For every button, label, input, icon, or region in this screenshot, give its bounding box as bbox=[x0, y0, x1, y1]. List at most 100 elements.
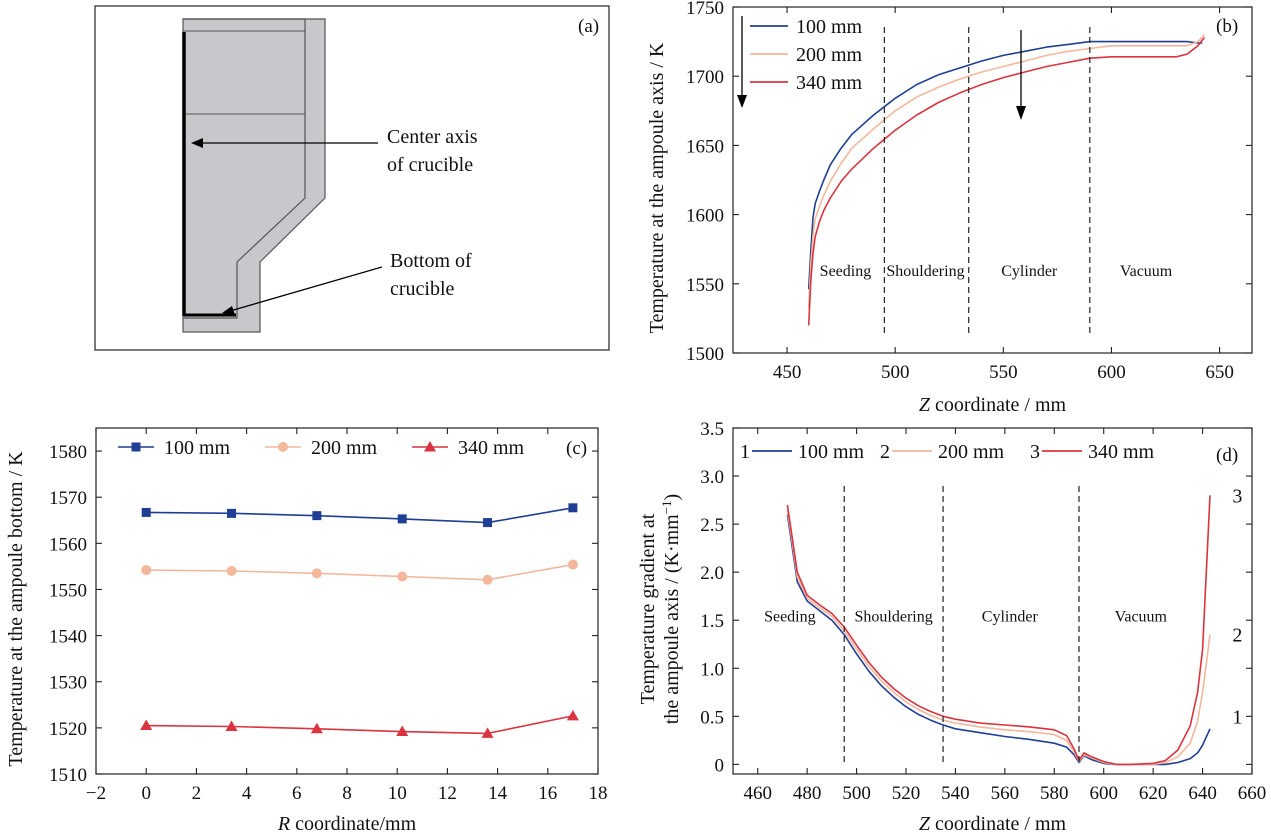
d-y-tick-label-6: 3.0 bbox=[700, 467, 724, 488]
b-x-tick-label-0: 450 bbox=[773, 362, 802, 383]
panel-b-tag: (b) bbox=[1216, 16, 1238, 37]
chart-c-x-axis-rest: coordinate/mm bbox=[290, 813, 417, 833]
b-series-line-2 bbox=[807, 36, 1206, 326]
b-legend-label-1: 200 mm bbox=[796, 44, 863, 66]
label-center-axis-line1: Center axis bbox=[387, 126, 478, 148]
b-y-tick-label-1: 1550 bbox=[686, 275, 724, 296]
chart-d-legend: 1 100 mm 2 200 mm 3 340 mm bbox=[740, 441, 1155, 463]
chart-d-y-axis-label-line1: Temperature gradient at bbox=[637, 513, 659, 704]
b-y-tick-label-3: 1650 bbox=[686, 136, 724, 157]
d-curve-number-2: 3 bbox=[1232, 485, 1242, 507]
d-series-line-0 bbox=[786, 514, 1211, 766]
c-x-tick-label-1: 0 bbox=[141, 783, 151, 804]
c-point-0-3 bbox=[397, 514, 407, 524]
c-y-tick-label-4: 1550 bbox=[49, 580, 87, 601]
c-x-tick-label-8: 14 bbox=[488, 783, 508, 804]
c-x-tick-label-5: 8 bbox=[342, 783, 352, 804]
chart-c-x-axis-var: R bbox=[277, 813, 290, 833]
c-x-tick-label-7: 12 bbox=[438, 783, 457, 804]
chart-c: −2 0 2 4 6 8 10 12 14 16 18 1510 1520 1530 1540 1550 156… bbox=[5, 427, 608, 833]
c-plot-frame bbox=[95, 427, 599, 775]
d-x-tick-label-6: 580 bbox=[1040, 783, 1069, 804]
b-legend-label-2: 340 mm bbox=[796, 72, 863, 94]
chart-b-axes: 450 500 550 600 650 1500 1550 1600 1650 1700 1750 bbox=[686, 0, 1253, 383]
chart-b-y-axis-label: Temperature at the ampoule axis / K bbox=[646, 42, 668, 333]
chart-c-series bbox=[140, 503, 579, 738]
chart-d: 460 480 500 520 540 560 580 600 620 640 660 0 0.5 1.0… bbox=[637, 419, 1266, 833]
c-x-tick-label-0: −2 bbox=[86, 783, 106, 804]
d-x-tick-label-3: 520 bbox=[892, 783, 921, 804]
chart-d-y-axis-label-end: ) bbox=[661, 494, 683, 501]
c-series-line-2 bbox=[146, 715, 574, 735]
b-y-tick-label-5: 1750 bbox=[686, 0, 724, 19]
c-legend-marker-1 bbox=[278, 442, 288, 452]
chart-d-y-axis-label: Temperature gradient at the ampoule axis… bbox=[637, 494, 683, 724]
b-plot-frame bbox=[732, 6, 1253, 354]
c-point-2-0 bbox=[140, 719, 153, 731]
crucible-inner-wall bbox=[183, 18, 306, 319]
chart-d-y-axis-label-line2: the ampoule axis / (K·mm−1) bbox=[659, 494, 684, 724]
d-x-tick-label-7: 600 bbox=[1089, 783, 1118, 804]
b-y-tick-label-2: 1600 bbox=[686, 206, 724, 227]
d-y-tick-label-1: 0.5 bbox=[700, 707, 724, 728]
chart-b: 450 500 550 600 650150015501600165017001750 … bbox=[646, 0, 1253, 416]
c-point-0-4 bbox=[483, 518, 493, 528]
b-y-tick-label-4: 1700 bbox=[686, 67, 724, 88]
b-phase-label-3: Vacuum bbox=[1120, 263, 1173, 280]
b-x-tick-label-4: 650 bbox=[1205, 362, 1234, 383]
c-point-2-5 bbox=[566, 709, 579, 721]
chart-c-axes: −2 0 2 4 6 8 10 12 14 16 18 1510 1520 1530 1540 1550 156… bbox=[49, 427, 608, 804]
d-legend-number-2: 3 bbox=[1030, 441, 1040, 463]
c-point-2-1 bbox=[225, 720, 238, 731]
c-y-tick-label-0: 1510 bbox=[49, 765, 87, 786]
panel-a: Center axis of crucible Bottom of crucib… bbox=[94, 5, 610, 351]
chart-b-x-axis-rest: coordinate / mm bbox=[930, 394, 1067, 416]
b-x-tick-label-2: 550 bbox=[989, 362, 1018, 383]
c-point-1-2 bbox=[311, 568, 322, 579]
c-point-1-0 bbox=[141, 565, 152, 576]
c-point-1-3 bbox=[397, 571, 408, 582]
d-x-tick-label-9: 640 bbox=[1188, 783, 1217, 804]
c-x-tick-label-4: 6 bbox=[292, 783, 302, 804]
label-center-axis-line2: of crucible bbox=[387, 154, 473, 176]
center-axis-arrowhead bbox=[191, 138, 203, 148]
chart-b-annotations: Seeding Shouldering Cylinder Vacuum bbox=[737, 16, 1173, 335]
d-y-tick-label-3: 1.5 bbox=[700, 611, 724, 632]
c-legend-marker-0 bbox=[131, 442, 141, 452]
d-x-tick-label-1: 480 bbox=[793, 783, 822, 804]
chart-d-y-axis-label-sup: −1 bbox=[659, 500, 674, 514]
c-x-tick-label-3: 4 bbox=[242, 783, 252, 804]
c-point-2-4 bbox=[481, 727, 494, 738]
d-legend-number-1: 2 bbox=[880, 441, 890, 463]
c-legend-label-2: 340 mm bbox=[458, 437, 525, 459]
panel-c-tag: (c) bbox=[566, 438, 587, 459]
b-x-tick-label-1: 500 bbox=[881, 362, 910, 383]
c-y-tick-label-2: 1530 bbox=[49, 673, 87, 694]
chart-d-y-axis-label-main: the ampoule axis / (K·mm bbox=[661, 514, 683, 724]
d-legend-label-1: 200 mm bbox=[938, 441, 1005, 463]
c-x-tick-label-10: 18 bbox=[589, 783, 608, 804]
c-x-tick-label-2: 2 bbox=[192, 783, 202, 804]
d-curve-number-0: 1 bbox=[1232, 706, 1242, 728]
crucible-outer bbox=[182, 18, 326, 333]
c-y-tick-label-5: 1560 bbox=[49, 534, 87, 555]
bottom-arrowhead bbox=[222, 306, 235, 315]
b-phase-label-1: Shouldering bbox=[886, 263, 964, 280]
panel-d-tag: (d) bbox=[1216, 445, 1238, 466]
b-legend-label-0: 100 mm bbox=[796, 16, 863, 38]
d-x-tick-label-10: 660 bbox=[1238, 783, 1267, 804]
c-legend-label-1: 200 mm bbox=[311, 437, 378, 459]
d-y-tick-label-4: 2.0 bbox=[700, 563, 724, 584]
d-curve-number-1: 2 bbox=[1232, 625, 1242, 647]
bottom-arrow bbox=[229, 266, 383, 312]
b-series-line-1 bbox=[807, 34, 1205, 309]
d-plot-frame bbox=[732, 427, 1253, 775]
chart-c-legend: 100 mm 200 mm 340 mm bbox=[118, 437, 525, 459]
b-x-tick-label-3: 600 bbox=[1097, 362, 1126, 383]
chart-b-x-axis-label: Z coordinate / mm bbox=[919, 394, 1067, 416]
chart-d-series bbox=[786, 495, 1211, 766]
c-y-tick-label-6: 1570 bbox=[49, 488, 87, 509]
b-phase-label-0: Seeding bbox=[820, 263, 872, 280]
d-legend-label-0: 100 mm bbox=[798, 441, 865, 463]
